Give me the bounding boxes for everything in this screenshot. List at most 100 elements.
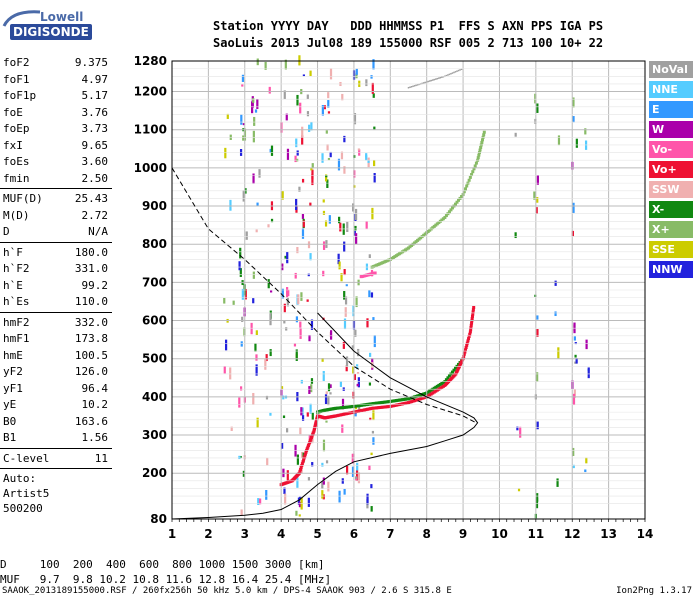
noise-echo: [536, 329, 539, 337]
noise-echo: [329, 68, 333, 80]
param-key: MUF(D): [3, 192, 43, 205]
noise-echo: [322, 199, 325, 203]
noise-echo: [239, 456, 242, 459]
noise-echo: [295, 316, 299, 323]
y-tick-label: 700: [142, 275, 167, 289]
noise-echo: [365, 79, 368, 87]
x-tick-label: 12: [564, 527, 581, 541]
noise-echo: [323, 105, 326, 110]
noise-echo: [371, 430, 375, 434]
echo-point-vo-: [310, 434, 314, 438]
noise-echo: [354, 225, 357, 231]
echo-point-x-: [407, 246, 410, 250]
echo-point-x-: [457, 362, 461, 366]
echo-point-vo-: [413, 399, 417, 403]
noise-echo: [351, 453, 354, 464]
echo-point-x-: [393, 399, 397, 403]
noise-echo: [255, 354, 258, 361]
noise-echo: [572, 447, 575, 457]
legend-item-vo-: Vo+: [649, 161, 693, 178]
noise-echo: [256, 58, 259, 66]
param-row: h`F 180.0: [0, 245, 112, 262]
noise-echo: [295, 349, 298, 361]
echo-point-vo-: [468, 332, 472, 336]
noise-echo: [345, 356, 349, 367]
echo-point-x-: [396, 253, 400, 257]
noise-echo: [322, 210, 326, 215]
y-tick-label: 1000: [134, 161, 167, 175]
noise-echo: [341, 398, 345, 410]
echo-point-x-: [347, 405, 351, 409]
echo-point-x-: [435, 222, 439, 226]
echo-point-x-: [405, 397, 409, 401]
noise-echo: [307, 497, 310, 507]
echo-point-vo-: [334, 414, 338, 418]
echo-point-x-: [464, 187, 468, 191]
noise-echo: [285, 327, 288, 331]
echo-point-x-: [403, 248, 407, 252]
divider: [0, 468, 112, 469]
legend-item-nne: NNE: [649, 81, 693, 98]
param-value: 99.2: [81, 278, 109, 292]
echo-point-x-: [426, 229, 430, 233]
noise-echo: [302, 220, 305, 228]
noise-echo: [224, 339, 228, 351]
noise-echo: [338, 490, 341, 503]
noise-echo: [575, 358, 578, 364]
noise-echo: [345, 465, 349, 475]
noise-echo: [283, 303, 286, 313]
noise-echo: [269, 412, 272, 416]
echo-point-x-: [434, 223, 438, 227]
noise-echo: [240, 341, 243, 347]
echo-point-x-: [457, 198, 461, 202]
echo-point-x-: [423, 232, 427, 236]
noise-echo: [354, 407, 358, 410]
echo-point-x-: [385, 400, 389, 404]
param-key: C-level: [3, 451, 50, 465]
echo-point-x-: [474, 161, 478, 165]
noise-echo: [338, 216, 341, 224]
noise-echo: [299, 102, 302, 114]
echo-point-vo-: [311, 432, 315, 436]
echo-point-noval: [439, 76, 442, 79]
noise-echo: [242, 190, 245, 202]
echo-point-noval: [448, 73, 451, 76]
x-tick-label: 9: [459, 527, 467, 541]
noise-echo: [369, 352, 372, 357]
noise-echo: [250, 322, 253, 335]
echo-point-vo-: [400, 402, 404, 406]
noise-echo: [296, 477, 299, 488]
echo-point-vo-: [356, 409, 360, 413]
noise-echo: [346, 221, 349, 232]
noise-echo: [253, 116, 256, 126]
noise-echo: [264, 358, 267, 370]
noise-echo: [370, 292, 374, 298]
noise-echo: [287, 289, 290, 297]
noise-echo: [321, 358, 324, 362]
echo-point-x-: [423, 392, 427, 396]
echo-point-vo-: [378, 406, 382, 410]
noise-echo: [306, 412, 309, 417]
y-tick-label: 500: [142, 352, 167, 366]
echo-point-vo-: [346, 411, 350, 415]
x-tick-label: 4: [277, 527, 285, 541]
noise-echo: [264, 61, 267, 70]
echo-point-x-: [390, 257, 394, 261]
noise-echo: [306, 94, 309, 100]
echo-point-x-: [350, 405, 354, 409]
echo-point-vo-: [408, 400, 412, 404]
noise-echo: [296, 94, 299, 106]
noise-echo: [257, 498, 260, 506]
echo-point-x-: [384, 400, 388, 404]
noise-echo: [351, 466, 355, 477]
noise-echo: [574, 342, 577, 345]
echo-point-x-: [341, 406, 345, 410]
echo-point-vo-: [379, 405, 383, 409]
echo-point-vo-: [462, 354, 466, 358]
noise-echo: [295, 198, 298, 211]
noise-echo: [327, 481, 330, 492]
param-key: yE: [3, 398, 17, 411]
noise-echo: [269, 349, 272, 357]
noise-echo: [269, 148, 272, 153]
echo-point-vo-: [373, 406, 377, 410]
